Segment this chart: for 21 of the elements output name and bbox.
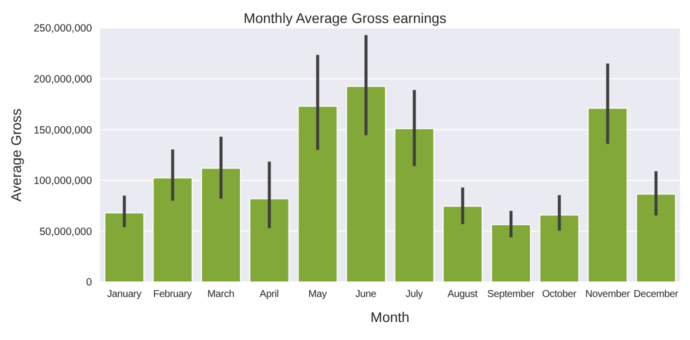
y-tick-label: 50,000,000: [39, 226, 92, 238]
x-tick-label: August: [448, 289, 478, 300]
y-axis-title: Average Gross: [8, 108, 24, 202]
x-tick-label: September: [487, 289, 536, 300]
x-tick-label: May: [308, 289, 327, 300]
x-tick-label: October: [542, 289, 578, 300]
chart-title: Monthly Average Gross earnings: [244, 10, 446, 26]
x-tick-label: July: [406, 289, 423, 300]
x-tick-label: February: [153, 289, 192, 300]
y-tick-label: 100,000,000: [34, 175, 92, 188]
y-tick-label: 150,000,000: [34, 124, 92, 136]
y-tick-label: 0: [86, 276, 92, 289]
y-tick-label: 250,000,000: [34, 22, 92, 35]
x-tick-label: April: [260, 289, 279, 300]
x-tick-label: January: [107, 289, 142, 300]
x-tick-label: March: [207, 289, 234, 300]
y-tick-label: 200,000,000: [34, 74, 92, 86]
x-tick-label: December: [634, 289, 679, 300]
x-tick-label: June: [355, 289, 377, 300]
x-axis-title: Month: [370, 309, 410, 325]
x-tick-label: November: [585, 289, 631, 300]
